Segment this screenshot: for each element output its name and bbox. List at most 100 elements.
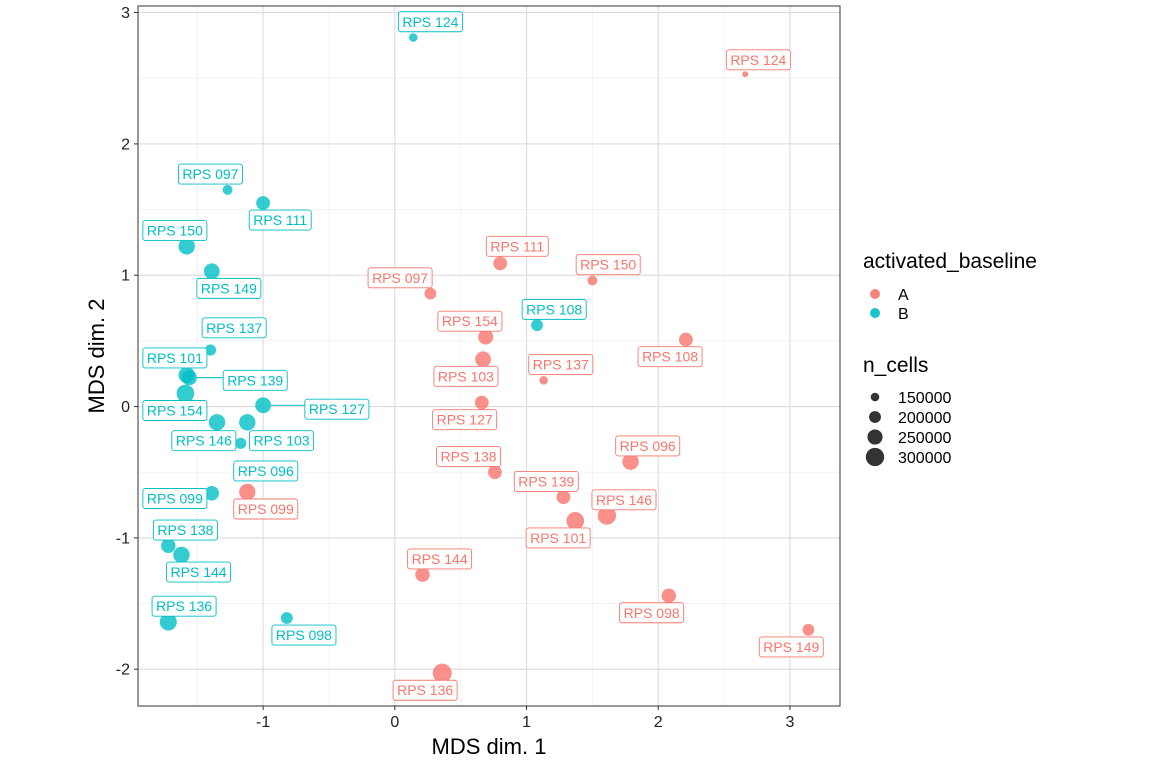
data-point (208, 414, 226, 431)
data-point (802, 623, 815, 636)
plot-panel-border (137, 5, 841, 707)
point-label: RPS 103 (433, 365, 499, 387)
legend-color-key (870, 308, 880, 318)
y-axis-title: MDS dim. 2 (84, 299, 109, 414)
point-label: RPS 101 (142, 347, 208, 369)
y-tick-label: 3 (121, 5, 130, 22)
point-label-box (151, 595, 217, 617)
point-label-text: RPS 099 (238, 501, 294, 517)
point-label-text: RPS 154 (147, 403, 203, 419)
point-label-box (758, 636, 824, 658)
point-label-text: RPS 097 (372, 270, 428, 286)
point-label-text: RPS 124 (730, 52, 786, 68)
point-label-text: RPS 139 (518, 473, 574, 489)
point-label: RPS 144 (166, 561, 232, 583)
point-label-box (222, 369, 288, 391)
point-label-box (432, 409, 498, 431)
point-label-box (142, 400, 208, 421)
y-tick-label: -2 (116, 662, 130, 679)
point-label-text: RPS 101 (147, 350, 203, 366)
point-label: RPS 098 (619, 602, 685, 624)
label-leader-lines (196, 377, 305, 406)
point-label: RPS 099 (233, 498, 299, 520)
x-axis-title: MDS dim. 1 (432, 734, 547, 759)
point-label-text: RPS 150 (580, 257, 636, 273)
y-axis-ticks: -2 -1 0 1 2 3 (116, 5, 138, 679)
point-label-text: RPS 127 (309, 401, 365, 417)
data-point (539, 375, 548, 385)
data-point (475, 351, 491, 368)
point-label-box (201, 317, 267, 339)
point-label: RPS 138 (152, 519, 218, 541)
legend-color-label: B (898, 306, 909, 323)
data-point (679, 332, 693, 347)
legend-size-key (865, 447, 885, 467)
point-label-text: RPS 146 (176, 433, 232, 449)
point-label-box (249, 430, 315, 452)
data-point (159, 613, 177, 631)
x-axis-ticks: -1 0 1 2 3 (256, 706, 794, 731)
point-label: RPS 137 (201, 317, 267, 339)
y-tick-label: 1 (121, 268, 130, 285)
y-tick-label: 2 (121, 136, 130, 153)
point-label: RPS 108 (521, 298, 587, 320)
point-label-text: RPS 096 (620, 438, 676, 454)
point-label: RPS 136 (392, 679, 458, 701)
legend-size-label: 300000 (898, 450, 951, 467)
point-label-box (437, 310, 503, 332)
point-label: RPS 136 (151, 595, 217, 617)
point-label-box (367, 267, 433, 289)
point-label-box (407, 548, 473, 570)
data-point (222, 184, 233, 195)
point-label-text: RPS 124 (402, 14, 458, 30)
point-label-text: RPS 149 (201, 280, 257, 296)
point-label-box (233, 460, 299, 482)
data-point (478, 329, 494, 345)
x-tick-label: -1 (256, 714, 270, 731)
point-label: RPS 146 (171, 430, 237, 452)
data-point (493, 256, 508, 271)
point-label-text: RPS 098 (624, 605, 680, 621)
point-label-text: RPS 144 (171, 564, 227, 580)
data-point (178, 238, 195, 255)
point-label: RPS 111 (485, 235, 549, 257)
data-point (587, 275, 598, 286)
data-point (256, 196, 271, 210)
point-label: RPS 127 (432, 409, 498, 431)
x-tick-label: 0 (390, 714, 399, 731)
y-tick-label: 0 (121, 399, 130, 416)
point-label-box (436, 446, 502, 467)
point-label-box (171, 430, 237, 452)
point-label-box (142, 220, 208, 242)
y-tick-label: -1 (116, 530, 130, 547)
data-points (159, 33, 815, 683)
data-point (597, 506, 617, 525)
point-label-box (615, 435, 681, 457)
point-label: RPS 149 (758, 636, 824, 658)
point-label-text: RPS 138 (157, 522, 213, 538)
point-label-text: RPS 136 (156, 598, 212, 614)
x-tick-label: 2 (654, 714, 663, 731)
legend-size-items: 150000 200000 250000 300000 (865, 390, 951, 467)
point-label: RPS 138 (436, 446, 502, 467)
x-tick-label: 3 (785, 714, 794, 731)
data-point (622, 453, 639, 470)
data-point (181, 370, 197, 386)
data-point (566, 511, 585, 530)
data-point (432, 663, 452, 683)
point-label-box (485, 235, 549, 257)
point-label-box (397, 11, 463, 33)
legend-color-items: AB (870, 287, 909, 323)
legend-size-label: 250000 (898, 430, 951, 447)
point-label-text: RPS 108 (526, 301, 582, 317)
point-label: RPS 137 (528, 354, 594, 375)
point-label-box (271, 624, 337, 646)
x-tick-label: 1 (522, 714, 531, 731)
legend-size-key (867, 429, 883, 445)
point-label-text: RPS 154 (442, 313, 498, 329)
data-point (204, 344, 217, 356)
point-label-text: RPS 149 (763, 639, 819, 655)
point-label: RPS 097 (177, 163, 243, 185)
data-point (239, 483, 256, 501)
